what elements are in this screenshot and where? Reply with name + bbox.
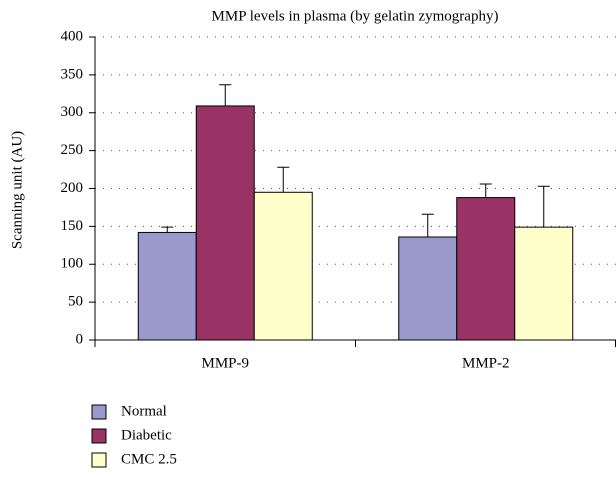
error-bar [161,226,174,233]
bar [253,191,313,341]
y-tick-label: 50 [68,294,83,310]
y-tick-label: 200 [61,180,84,196]
error-bar [421,213,434,237]
legend-label: CMC 2.5 [121,451,177,467]
error-bar [479,183,492,198]
legend-swatch [91,428,107,444]
bar [398,236,458,341]
y-tick-label: 100 [61,256,84,272]
y-tick-label: 0 [76,331,84,347]
legend-label: Diabetic [121,427,172,443]
y-tick-label: 300 [61,104,84,120]
x-tick-label: MMP-9 [201,355,249,371]
bar [137,231,197,341]
legend-swatch [91,452,107,468]
x-tick-label: MMP-2 [462,355,510,371]
legend-label: Normal [121,403,167,419]
chart-title: MMP levels in plasma (by gelatin zymogra… [212,8,499,24]
bar [456,197,516,341]
y-tick-label: 400 [61,28,84,44]
error-bar [537,185,550,228]
error-bar [277,166,290,193]
error-bar [219,84,232,106]
bar [195,105,255,341]
legend-swatch [91,404,107,420]
y-axis-label: Scanning unit (AU) [9,131,25,249]
y-tick-label: 350 [61,66,84,82]
y-tick-label: 250 [61,142,84,158]
y-tick-label: 150 [61,218,84,234]
bar [514,226,574,341]
